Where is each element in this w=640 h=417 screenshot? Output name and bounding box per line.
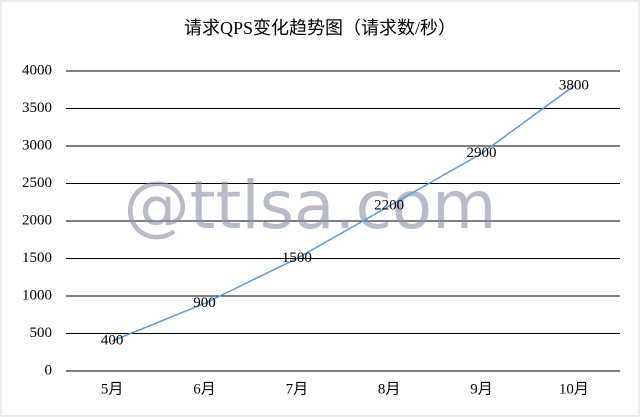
y-tick-label: 1500 xyxy=(22,250,52,266)
x-tick-label: 6月 xyxy=(193,381,216,397)
y-tick-label: 2000 xyxy=(22,212,52,228)
data-label: 400 xyxy=(101,332,124,348)
data-label: 2200 xyxy=(374,197,404,213)
series-line xyxy=(111,85,575,342)
data-label: 3800 xyxy=(559,77,589,93)
x-tick-label: 5月 xyxy=(101,381,124,397)
data-label: 2900 xyxy=(467,145,497,161)
x-tick-label: 8月 xyxy=(378,381,401,397)
watermark: @ttlsa.com xyxy=(124,167,497,244)
y-tick-label: 0 xyxy=(45,362,53,378)
y-tick-label: 2500 xyxy=(22,175,52,191)
x-tick-label: 7月 xyxy=(286,381,309,397)
y-tick-label: 3000 xyxy=(22,137,52,153)
y-tick-label: 4000 xyxy=(22,62,52,78)
x-tick-label: 9月 xyxy=(470,381,493,397)
y-tick-label: 500 xyxy=(30,325,53,341)
data-label: 1500 xyxy=(282,250,312,266)
data-label: 900 xyxy=(193,295,216,311)
y-tick-label: 3500 xyxy=(22,100,52,116)
y-tick-label: 1000 xyxy=(22,287,52,303)
x-tick-label: 10月 xyxy=(559,381,589,397)
chart-title: 请求QPS变化趋势图（请求数/秒） xyxy=(184,18,456,38)
